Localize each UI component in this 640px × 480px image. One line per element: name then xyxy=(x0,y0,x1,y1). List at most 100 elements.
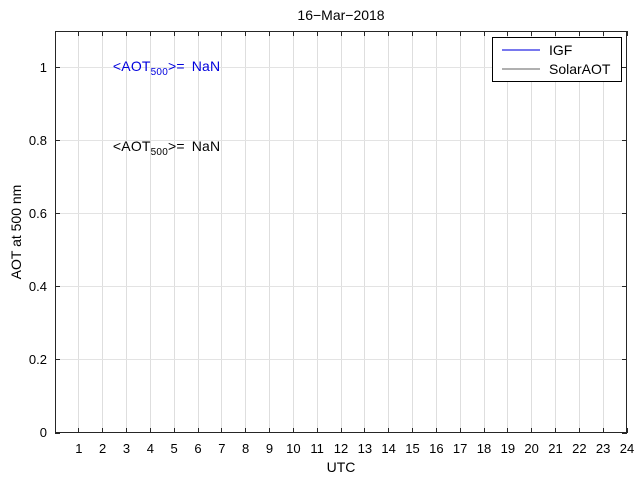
x-tick-top xyxy=(102,31,104,36)
y-tick-right xyxy=(622,140,627,142)
gridline-horizontal xyxy=(55,359,627,361)
x-tick-top xyxy=(412,31,413,36)
annotation-text: <AOT xyxy=(112,57,151,74)
gridline-horizontal xyxy=(55,213,627,215)
y-tick-left xyxy=(55,286,60,288)
x-tick-label: 6 xyxy=(194,441,202,456)
annotation-solaraot-mean: <AOT500>= NaN xyxy=(113,138,220,158)
legend-entry-igf: IGF xyxy=(493,40,621,59)
x-tick-label: 22 xyxy=(572,441,587,456)
y-tick-left xyxy=(55,67,60,69)
y-tick-label: 0 xyxy=(39,425,47,440)
x-tick-top xyxy=(78,31,80,36)
y-tick-label: 0.8 xyxy=(28,132,47,148)
legend-label: IGF xyxy=(549,41,573,58)
gridline-vertical xyxy=(531,31,533,433)
x-tick-bottom xyxy=(126,428,127,433)
y-tick-right xyxy=(622,359,627,361)
x-tick-top xyxy=(221,31,223,36)
gridline-vertical xyxy=(459,31,461,433)
x-tick-bottom xyxy=(459,428,461,433)
annotation-text: <AOT xyxy=(112,137,151,154)
gridline-vertical xyxy=(340,31,342,433)
x-tick-label: 1 xyxy=(75,441,83,456)
gridline-vertical xyxy=(507,31,509,433)
x-tick-bottom xyxy=(340,428,342,433)
y-axis-label: AOT at 500 nm xyxy=(8,184,24,280)
y-tick-label: 0.6 xyxy=(28,205,47,221)
x-tick-top xyxy=(126,31,127,36)
x-tick-bottom xyxy=(245,428,247,433)
x-tick-bottom xyxy=(173,428,175,433)
y-tick-right xyxy=(622,432,627,434)
gridline-horizontal xyxy=(55,286,627,288)
x-tick-label: 14 xyxy=(381,441,396,456)
x-tick-bottom xyxy=(483,428,485,433)
gridline-vertical xyxy=(126,31,127,433)
y-tick-right xyxy=(622,67,627,69)
x-tick-label: 21 xyxy=(548,441,563,456)
x-tick-label: 16 xyxy=(429,441,444,456)
x-tick-top xyxy=(269,31,270,36)
gridline-vertical xyxy=(292,31,294,433)
annotation-value: NaN xyxy=(191,137,221,154)
y-tick-label: 1 xyxy=(39,59,47,75)
annotation-text: >= xyxy=(167,57,185,74)
x-tick-top xyxy=(483,31,485,36)
gridline-vertical xyxy=(483,31,485,433)
x-tick-top xyxy=(316,31,318,36)
x-tick-bottom xyxy=(435,428,437,433)
legend-line-sample-igf xyxy=(502,48,540,51)
gridline-vertical xyxy=(412,31,413,433)
legend: IGF SolarAOT xyxy=(492,37,622,82)
x-tick-label: 18 xyxy=(476,441,492,456)
gridline-vertical xyxy=(364,31,366,433)
x-tick-bottom xyxy=(316,428,318,433)
x-tick-label: 3 xyxy=(122,441,131,456)
gridline-vertical xyxy=(221,31,223,433)
legend-line-sample-solaraot xyxy=(502,67,540,70)
x-tick-top xyxy=(364,31,366,36)
x-tick-top xyxy=(173,31,175,36)
gridline-vertical xyxy=(578,31,580,433)
annotation-subscript: 500 xyxy=(150,146,168,158)
x-tick-top xyxy=(531,31,533,36)
x-tick-top xyxy=(292,31,294,36)
x-tick-label: 13 xyxy=(357,441,373,456)
x-tick-label: 5 xyxy=(170,441,178,456)
x-tick-top xyxy=(245,31,247,36)
x-tick-label: 24 xyxy=(619,441,635,456)
x-tick-top xyxy=(340,31,342,36)
x-tick-label: 4 xyxy=(146,441,154,456)
x-tick-label: 11 xyxy=(310,441,324,456)
plot-area: <AOT500>= NaN <AOT500>= NaN IGF SolarAOT 1… xyxy=(29,31,634,456)
y-tick-label: 0.4 xyxy=(28,278,47,294)
x-tick-top xyxy=(388,31,390,36)
x-tick-top xyxy=(626,31,628,36)
annotation-text: >= xyxy=(167,137,185,154)
gridline-vertical xyxy=(173,31,175,433)
x-tick-bottom xyxy=(578,428,580,433)
annotation-igf-mean: <AOT500>= NaN xyxy=(113,58,220,78)
x-tick-bottom xyxy=(149,428,151,433)
annotation-value: NaN xyxy=(191,57,221,74)
x-tick-top xyxy=(459,31,461,36)
gridline-vertical xyxy=(269,31,270,433)
y-tick-left xyxy=(55,359,60,361)
x-tick-bottom xyxy=(531,428,533,433)
x-tick-bottom xyxy=(555,428,556,433)
gridline-vertical xyxy=(555,31,556,433)
x-tick-label: 8 xyxy=(242,441,250,456)
gridline-vertical xyxy=(102,31,104,433)
x-tick-bottom xyxy=(507,428,509,433)
gridline-vertical xyxy=(316,31,318,433)
gridline-vertical xyxy=(149,31,151,433)
legend-label: SolarAOT xyxy=(549,60,611,77)
x-axis-label: UTC xyxy=(326,459,356,475)
x-tick-label: 23 xyxy=(595,441,611,456)
x-tick-label: 19 xyxy=(500,441,516,456)
x-tick-top xyxy=(602,31,604,36)
gridline-vertical xyxy=(245,31,247,433)
x-tick-top xyxy=(578,31,580,36)
